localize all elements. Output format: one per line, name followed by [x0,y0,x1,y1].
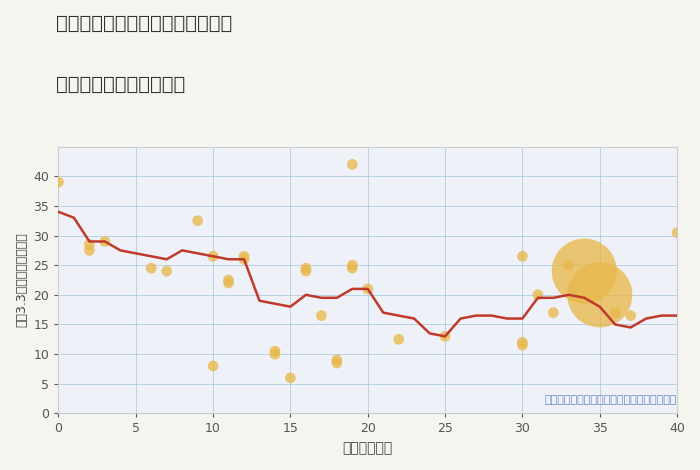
Point [146,265,157,272]
Point [207,362,218,370]
Point [331,356,342,364]
Point [223,276,235,284]
Point [300,265,312,272]
Point [270,350,281,358]
Point [532,291,543,298]
Point [547,309,559,316]
Point [99,238,111,245]
Point [84,241,95,248]
Point [594,291,606,298]
Point [362,285,373,293]
Point [285,374,296,382]
Point [579,267,590,275]
Point [625,312,636,319]
Point [393,336,405,343]
Point [346,265,358,272]
Point [192,217,203,225]
Point [517,338,528,346]
Point [239,256,250,263]
Text: 円の大きさは、取引のあった物件面積を示す: 円の大きさは、取引のあった物件面積を示す [545,395,677,406]
Point [346,261,358,269]
Point [161,267,172,275]
Point [223,279,235,287]
Point [300,267,312,275]
Point [517,342,528,349]
Point [53,179,64,186]
Point [84,247,95,254]
Point [440,333,451,340]
Point [517,252,528,260]
Point [671,229,682,236]
Point [239,252,250,260]
Point [331,359,342,367]
Point [610,309,621,316]
X-axis label: 築年数（年）: 築年数（年） [342,441,393,455]
Y-axis label: 坪（3.3㎡）単価（万円）: 坪（3.3㎡）単価（万円） [15,233,28,328]
Text: 福岡県京都郡みやこ町勝山宮原の: 福岡県京都郡みやこ町勝山宮原の [56,14,232,33]
Point [270,347,281,355]
Point [346,161,358,168]
Point [316,312,327,319]
Point [564,261,575,269]
Text: 築年数別中古戸建て価格: 築年数別中古戸建て価格 [56,75,186,94]
Point [207,252,218,260]
